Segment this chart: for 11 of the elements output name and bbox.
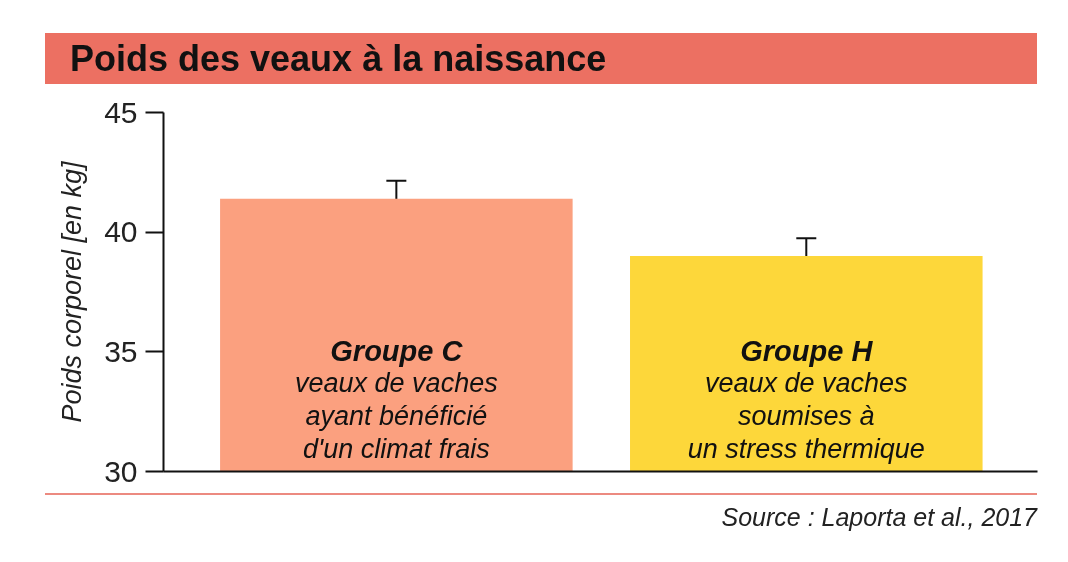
y-tick-label: 35: [104, 334, 138, 368]
y-tick-label: 45: [104, 95, 138, 129]
source-note: Source : Laporta et al., 2017: [721, 502, 1037, 533]
x-tick-label: Groupe H: [740, 335, 874, 368]
y-axis-title: Poids corporel [en kg]: [57, 159, 88, 423]
y-tick-label: 30: [104, 454, 138, 488]
y-tick-label: 40: [104, 215, 138, 249]
x-tick-label: Groupe C: [330, 335, 464, 368]
chart-title: Poids des veaux à la naissance: [70, 37, 607, 81]
annotation: veaux de vaches ayant bénéficié d'un climat frais: [295, 368, 498, 465]
annotation: veaux de vaches soumises à un stress thermique: [687, 368, 925, 465]
